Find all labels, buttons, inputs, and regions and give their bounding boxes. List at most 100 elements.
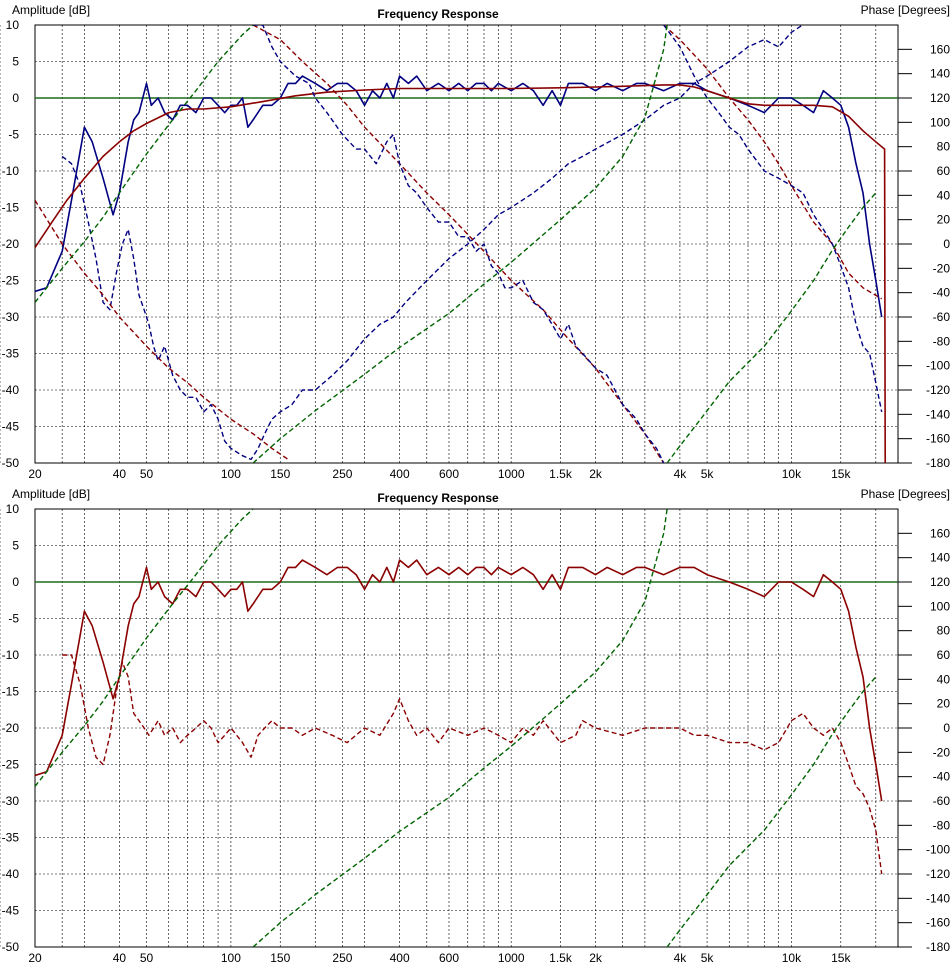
x-tick-label: 5k bbox=[701, 467, 715, 481]
x-tick-label: 150 bbox=[270, 951, 290, 965]
y-tick-label-left: -45 bbox=[2, 904, 20, 918]
y-tick-label-left: -15 bbox=[2, 685, 20, 699]
x-tick-label: 4k bbox=[674, 467, 688, 481]
x-tick-label: 15k bbox=[831, 951, 851, 965]
x-tick-label: 4k bbox=[674, 951, 688, 965]
y-tick-label-left: -15 bbox=[2, 201, 20, 215]
amplitude-series-line bbox=[35, 559, 883, 802]
phase-series-line bbox=[666, 676, 877, 947]
y-tick-label-left: -20 bbox=[2, 237, 20, 251]
chart-title: Frequency Response bbox=[377, 491, 499, 505]
y-tick-label-right: 120 bbox=[930, 91, 950, 105]
y-tick-label-right: 120 bbox=[930, 575, 950, 589]
y-axis-left-title: Amplitude [dB] bbox=[12, 487, 90, 501]
y-tick-label-left: -5 bbox=[8, 612, 19, 626]
y-tick-label-right: -160 bbox=[926, 916, 950, 930]
x-tick-label: 1.5k bbox=[549, 467, 573, 481]
x-tick-label: 2k bbox=[589, 951, 603, 965]
amplitude-series-line bbox=[663, 25, 883, 300]
y-tick-label-left: -5 bbox=[8, 128, 19, 142]
y-tick-label-right: -120 bbox=[926, 867, 950, 881]
x-tick-label: 400 bbox=[390, 951, 410, 965]
y-tick-label-left: -40 bbox=[2, 867, 20, 881]
y-tick-label-left: -50 bbox=[2, 456, 20, 470]
x-tick-label: 400 bbox=[390, 467, 410, 481]
y-tick-label-right: -160 bbox=[926, 432, 950, 446]
x-tick-label: 20 bbox=[28, 467, 42, 481]
x-tick-label: 15k bbox=[831, 467, 851, 481]
x-tick-label: 1000 bbox=[498, 951, 525, 965]
y-tick-label-right: -60 bbox=[933, 310, 951, 324]
x-tick-label: 1.5k bbox=[549, 951, 573, 965]
x-tick-label: 100 bbox=[221, 951, 241, 965]
y-tick-label-right: -120 bbox=[926, 383, 950, 397]
y-tick-label-left: 10 bbox=[6, 502, 20, 516]
y-tick-label-left: 5 bbox=[12, 539, 19, 553]
y-tick-label-right: 80 bbox=[937, 140, 951, 154]
y-tick-label-right: 0 bbox=[943, 237, 950, 251]
phase-series-line bbox=[666, 192, 877, 463]
y-tick-label-right: -40 bbox=[933, 286, 951, 300]
y-tick-label-right: 0 bbox=[943, 721, 950, 735]
amplitude-series-line bbox=[35, 199, 289, 460]
amplitude-series-line bbox=[253, 25, 665, 463]
y-tick-label-right: -40 bbox=[933, 770, 951, 784]
y-tick-label-left: 5 bbox=[12, 55, 19, 69]
amplitude-series-line bbox=[663, 25, 883, 413]
phase-series-line bbox=[252, 509, 668, 947]
y-tick-label-right: -140 bbox=[926, 891, 950, 905]
x-tick-label: 2k bbox=[589, 467, 603, 481]
y-tick-label-right: -20 bbox=[933, 745, 951, 759]
y-tick-label-left: -25 bbox=[2, 758, 20, 772]
y-tick-label-right: 40 bbox=[937, 672, 951, 686]
y-tick-label-left: -30 bbox=[2, 794, 20, 808]
y-tick-label-right: -20 bbox=[933, 261, 951, 275]
y-tick-label-right: 20 bbox=[937, 213, 951, 227]
x-tick-label: 250 bbox=[332, 951, 352, 965]
y-tick-label-left: -35 bbox=[2, 831, 20, 845]
y-tick-label-left: -50 bbox=[2, 940, 20, 954]
y-tick-label-right: 80 bbox=[937, 624, 951, 638]
y-tick-label-right: 100 bbox=[930, 599, 950, 613]
x-tick-label: 40 bbox=[113, 467, 127, 481]
frequency-response-chart-top: Frequency Response Amplitude [dB] Phase … bbox=[0, 3, 951, 481]
x-tick-label: 50 bbox=[140, 951, 154, 965]
y-tick-label-left: -40 bbox=[2, 383, 20, 397]
chart-title: Frequency Response bbox=[377, 7, 499, 21]
y-tick-label-right: 140 bbox=[930, 67, 950, 81]
y-tick-label-right: 40 bbox=[937, 188, 951, 202]
y-tick-label-right: 60 bbox=[937, 164, 951, 178]
x-tick-label: 5k bbox=[701, 951, 715, 965]
y-tick-label-left: 10 bbox=[6, 18, 20, 32]
x-tick-label: 600 bbox=[439, 951, 459, 965]
y-tick-label-left: -35 bbox=[2, 347, 20, 361]
frequency-response-chart-bottom: Frequency Response Amplitude [dB] Phase … bbox=[0, 487, 950, 965]
y-tick-label-left: -10 bbox=[2, 648, 20, 662]
amplitude-series-line bbox=[252, 25, 665, 463]
y-axis-right-title: Phase [Degrees] bbox=[861, 487, 950, 501]
series-group bbox=[35, 25, 898, 463]
y-tick-label-left: 0 bbox=[12, 575, 19, 589]
y-tick-label-right: -140 bbox=[926, 407, 950, 421]
y-tick-label-right: -180 bbox=[926, 940, 950, 954]
series-group bbox=[35, 509, 898, 947]
x-tick-label: 1000 bbox=[498, 467, 525, 481]
amplitude-series-line bbox=[62, 654, 883, 875]
y-axis-left-title: Amplitude [dB] bbox=[12, 3, 90, 17]
x-tick-label: 50 bbox=[140, 467, 154, 481]
x-tick-label: 250 bbox=[332, 467, 352, 481]
y-tick-label-left: -30 bbox=[2, 310, 20, 324]
y-axis-right-title: Phase [Degrees] bbox=[861, 3, 950, 17]
y-tick-label-right: 60 bbox=[937, 648, 951, 662]
y-tick-label-right: 20 bbox=[937, 697, 951, 711]
y-tick-label-left: -10 bbox=[2, 164, 20, 178]
y-tick-label-right: -80 bbox=[933, 334, 951, 348]
x-tick-label: 150 bbox=[270, 467, 290, 481]
x-tick-label: 100 bbox=[221, 467, 241, 481]
y-tick-label-left: -20 bbox=[2, 721, 20, 735]
x-tick-label: 10k bbox=[782, 951, 802, 965]
phase-series-line bbox=[35, 25, 254, 303]
x-tick-label: 10k bbox=[782, 467, 802, 481]
x-tick-label: 20 bbox=[28, 951, 42, 965]
